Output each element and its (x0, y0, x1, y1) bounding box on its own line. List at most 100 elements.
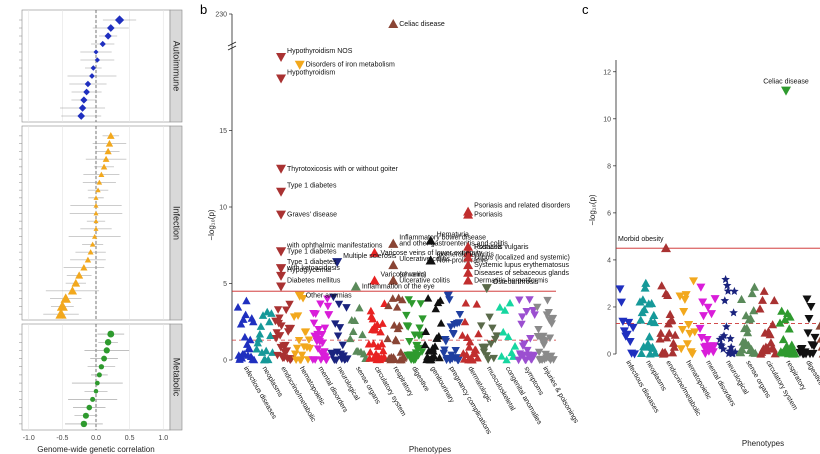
point-marker (384, 301, 393, 310)
point-marker (540, 337, 550, 345)
point-marker (105, 139, 114, 147)
point-marker (388, 294, 397, 302)
panel-label: b (200, 2, 207, 17)
point-marker (94, 57, 100, 63)
point-marker (687, 350, 697, 359)
x-tick-label: 0.0 (91, 435, 101, 442)
point-marker (750, 348, 760, 357)
point-marker (625, 337, 635, 347)
point-marker (310, 356, 320, 364)
point-marker (90, 396, 96, 402)
point-marker (423, 294, 433, 302)
point-marker (481, 343, 490, 352)
point-marker (718, 344, 728, 353)
point-marker (402, 311, 411, 320)
point-marker (96, 372, 102, 378)
point-marker (685, 329, 695, 338)
point-marker (499, 327, 508, 336)
point-marker (667, 315, 677, 324)
point-marker (285, 300, 294, 309)
point-marker (333, 332, 343, 341)
point-marker (305, 344, 315, 353)
point-marker (93, 226, 99, 231)
point-marker (421, 327, 431, 335)
point-marker (329, 293, 338, 302)
point-marker (407, 300, 416, 308)
point-marker (520, 340, 529, 348)
point-marker (815, 321, 820, 330)
point-marker (102, 155, 110, 162)
point-marker (276, 264, 287, 274)
point-marker (463, 267, 474, 277)
point-marker (96, 179, 103, 185)
point-marker (630, 350, 640, 359)
point-marker (297, 351, 307, 360)
point-marker (93, 218, 99, 224)
point-marker (729, 308, 738, 317)
axis-break (227, 45, 237, 51)
x-category-label: respiratory (784, 360, 807, 393)
x-axis-title: Phenotypes (742, 439, 784, 448)
point-annotation: Hypoglycemia (287, 267, 331, 274)
point-annotation: Type 1 diabetes (287, 259, 337, 266)
point-marker (261, 346, 271, 355)
point-marker (275, 332, 285, 340)
point-marker (660, 347, 670, 356)
point-marker (775, 318, 785, 327)
point-annotation: Other anemias (306, 293, 352, 300)
point-marker (483, 356, 493, 364)
point-marker (721, 274, 730, 284)
point-annotation: Hematuria (437, 232, 469, 239)
point-marker (522, 308, 531, 316)
point-marker (661, 243, 671, 253)
point-marker (246, 335, 255, 344)
point-marker (396, 348, 406, 356)
point-annotation: Celiac disease (399, 21, 445, 28)
point-marker (451, 347, 460, 355)
point-marker (376, 327, 385, 336)
x-category-label: digestive (410, 366, 430, 394)
point-annotation: Osteoarthrosis (493, 279, 539, 286)
point-marker (430, 342, 440, 350)
point-marker (390, 321, 399, 329)
point-marker (526, 335, 535, 343)
point-marker (67, 286, 78, 295)
point-annotation: Psoriasis (474, 212, 503, 219)
point-marker (93, 389, 99, 394)
point-marker (253, 338, 262, 347)
point-marker (709, 342, 719, 351)
point-marker (106, 24, 115, 32)
point-annotation: Multiple sclerosis (343, 253, 397, 260)
point-marker (294, 291, 305, 301)
point-marker (286, 324, 296, 333)
point-marker (690, 328, 700, 337)
point-marker (639, 304, 649, 314)
point-marker (548, 314, 558, 323)
point-marker (742, 323, 752, 332)
point-marker (647, 298, 657, 308)
point-marker (338, 341, 347, 350)
point-marker (657, 281, 667, 290)
y-tick-label: 10 (603, 116, 611, 123)
point-annotation: (chronic) (399, 271, 426, 278)
point-marker (778, 335, 788, 344)
point-marker (710, 295, 720, 304)
point-marker (309, 319, 319, 328)
point-marker (236, 319, 246, 328)
point-marker (649, 310, 659, 319)
point-marker (255, 329, 265, 338)
point-marker (98, 171, 105, 178)
point-marker (534, 325, 543, 334)
point-annotation: Diseases of sebaceous glands (474, 270, 569, 277)
point-marker (78, 104, 87, 112)
point-marker (414, 351, 423, 360)
point-marker (290, 350, 300, 359)
point-marker (515, 296, 524, 305)
point-marker (665, 309, 675, 318)
point-marker (431, 304, 440, 313)
x-category-label: injuries & poisonings (541, 366, 579, 426)
point-marker (766, 338, 776, 347)
point-annotation: Systemic lupus erythematosus (474, 262, 569, 269)
point-marker (100, 163, 108, 170)
